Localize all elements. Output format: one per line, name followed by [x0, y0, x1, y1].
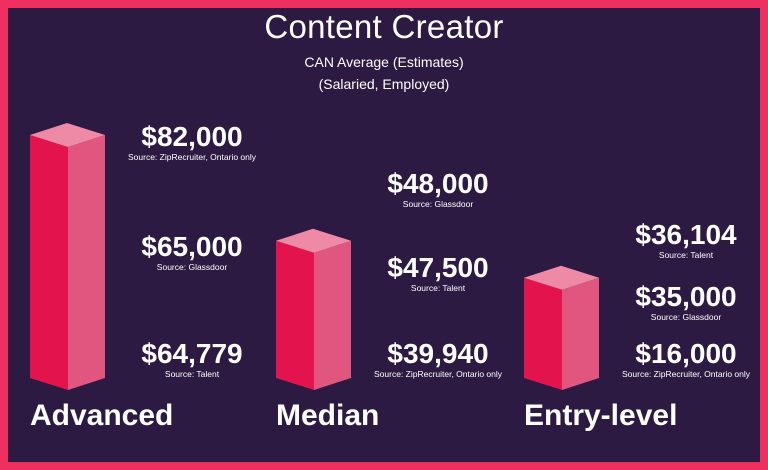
source-label: Source: ZipRecruiter, Ontario only	[374, 369, 503, 379]
category-label: Entry-level	[524, 399, 677, 432]
category-label: Median	[276, 399, 379, 432]
data-label: $47,500	[387, 252, 488, 283]
source-label: Source: ZipRecruiter, Ontario only	[622, 369, 751, 379]
data-label: $82,000	[141, 121, 242, 152]
bar-side-median	[314, 240, 351, 390]
data-label: $16,000	[635, 338, 736, 369]
bar-front-median	[276, 240, 314, 390]
data-label: $39,940	[387, 338, 488, 369]
bar-top-advanced	[30, 123, 105, 147]
data-label: $48,000	[387, 168, 488, 199]
bar-top-median	[276, 228, 351, 253]
source-label: Source: Talent	[411, 283, 466, 293]
bar-top-entry-level	[524, 265, 599, 290]
source-label: Source: ZipRecruiter, Ontario only	[128, 152, 257, 162]
source-label: Source: Glassdoor	[651, 312, 722, 322]
chart-subtitle-line2: (Salaried, Employed)	[318, 76, 450, 92]
source-label: Source: Talent	[165, 369, 220, 379]
source-label: Source: Talent	[659, 250, 714, 260]
chart-title: Content Creator	[264, 8, 504, 45]
data-label: $64,779	[141, 338, 242, 369]
bar-front-entry-level	[524, 277, 562, 390]
bar-side-advanced	[68, 135, 105, 390]
data-label: $36,104	[635, 219, 737, 250]
data-label: $35,000	[635, 281, 736, 312]
data-label: $65,000	[141, 231, 242, 262]
bar-side-entry-level	[562, 277, 599, 390]
source-label: Source: Glassdoor	[403, 199, 474, 209]
source-label: Source: Glassdoor	[157, 262, 228, 272]
bar-front-advanced	[30, 135, 68, 390]
category-label: Advanced	[30, 399, 173, 432]
chart-subtitle-line1: CAN Average (Estimates)	[304, 54, 464, 70]
